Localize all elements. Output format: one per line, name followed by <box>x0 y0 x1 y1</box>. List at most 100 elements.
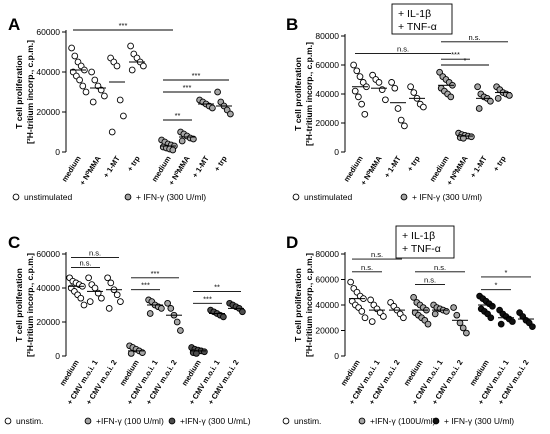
data-point <box>113 291 121 299</box>
cytokine-label: + TNF-α <box>402 243 441 255</box>
legend-entry: +IFN-γ (100 U/ml) <box>96 416 164 426</box>
data-point <box>220 313 227 321</box>
data-point <box>359 79 367 86</box>
data-point <box>104 274 111 282</box>
data-point <box>177 327 184 334</box>
data-point <box>77 294 85 302</box>
data-point <box>140 62 147 70</box>
data-point <box>450 304 457 311</box>
data-point <box>201 348 208 356</box>
data-point <box>120 112 127 120</box>
data-point <box>529 323 536 331</box>
data-point <box>459 324 467 332</box>
data-point <box>378 86 386 94</box>
data-point <box>105 305 113 312</box>
y-tick-label: 0 <box>55 351 60 361</box>
data-point <box>209 104 216 112</box>
data-point <box>358 308 366 315</box>
data-point <box>355 93 362 101</box>
y-tick-label: 0 <box>334 147 339 157</box>
y-tick-label: 20000 <box>36 317 60 327</box>
legend-marker <box>84 417 92 425</box>
data-point <box>497 320 505 328</box>
significance-label: n.s. <box>79 259 91 268</box>
panel-d: D 0 20000 40000 60000 80000 T cell proliferati… <box>282 225 536 426</box>
data-point <box>431 310 439 318</box>
data-point <box>368 318 376 325</box>
data-point <box>420 103 427 111</box>
panel-a: A 0 20000 40000 60000 T cell proliferation [³H… <box>8 15 234 202</box>
legend-marker <box>12 193 20 201</box>
data-point <box>509 318 516 325</box>
data-point <box>89 98 97 106</box>
panel-label-b: B <box>286 15 298 34</box>
y-tick-label: 80000 <box>315 31 339 41</box>
data-point <box>347 278 354 286</box>
data-point <box>146 310 154 317</box>
data-point <box>127 42 134 50</box>
legend-marker <box>124 193 132 201</box>
data-point <box>85 274 92 282</box>
data-point <box>361 314 369 322</box>
legend-marker <box>400 193 408 201</box>
data-point <box>400 314 407 322</box>
legend-marker <box>432 417 440 425</box>
y-tick-label: 60000 <box>36 249 60 259</box>
significance-label: *** <box>119 21 128 30</box>
data-point <box>468 133 475 141</box>
category-label: + trp <box>125 154 142 173</box>
category-label: + trp <box>212 154 229 173</box>
significance-label: n.s. <box>371 250 383 259</box>
data-point <box>506 92 513 99</box>
data-point <box>128 66 136 74</box>
data-point <box>82 88 90 96</box>
data-point <box>474 83 481 91</box>
significance-label: n.s. <box>434 263 446 272</box>
significance-label: * <box>505 268 508 277</box>
y-axis-label: T cell proliferation <box>293 57 303 131</box>
data-point <box>71 52 79 60</box>
y-tick-label: 20000 <box>315 326 339 336</box>
cytokine-box <box>395 225 455 259</box>
data-point <box>108 128 116 136</box>
y-tick-label: 40000 <box>36 67 60 77</box>
data-point <box>375 79 383 86</box>
data-point <box>113 62 121 70</box>
significance-label: * <box>495 281 498 290</box>
data-point <box>127 350 135 357</box>
y-tick-label: 40000 <box>315 300 339 310</box>
data-point <box>424 320 432 328</box>
significance-label: *** <box>451 50 460 59</box>
significance-label: n.s. <box>468 33 480 42</box>
legend-entry: + IFN-γ (300 U/ml) <box>444 416 514 426</box>
data-point <box>463 329 470 337</box>
data-point <box>380 313 387 320</box>
data-point <box>167 305 175 312</box>
data-point <box>475 105 483 112</box>
data-point <box>116 96 124 104</box>
data-point <box>361 110 369 118</box>
y-tick-label: 80000 <box>315 249 339 259</box>
data-point <box>97 86 105 94</box>
data-point <box>158 305 165 312</box>
data-point <box>397 116 405 124</box>
y-tick-label: 20000 <box>315 118 339 128</box>
data-point <box>369 71 376 79</box>
cytokine-label: + IL-1β <box>402 230 435 242</box>
data-point <box>76 76 83 84</box>
data-point <box>407 83 414 91</box>
data-point <box>91 76 99 84</box>
legend-marker <box>292 193 300 201</box>
data-point <box>447 93 455 101</box>
significance-label: n.s. <box>397 44 409 53</box>
data-point <box>410 89 418 96</box>
y-axis-label: T cell proliferation <box>14 55 24 129</box>
legend-entry: +IFN-γ (300 U/mL) <box>180 416 251 426</box>
y-tick-label: 40000 <box>36 283 60 293</box>
category-label: + 1-MT <box>101 154 122 179</box>
data-point <box>489 302 496 310</box>
data-point <box>68 44 75 52</box>
y-axis-label-2: [³H-tritium incorp., c.p.m.] <box>304 42 314 146</box>
significance-label: n.s. <box>424 276 436 285</box>
data-point <box>107 279 115 287</box>
